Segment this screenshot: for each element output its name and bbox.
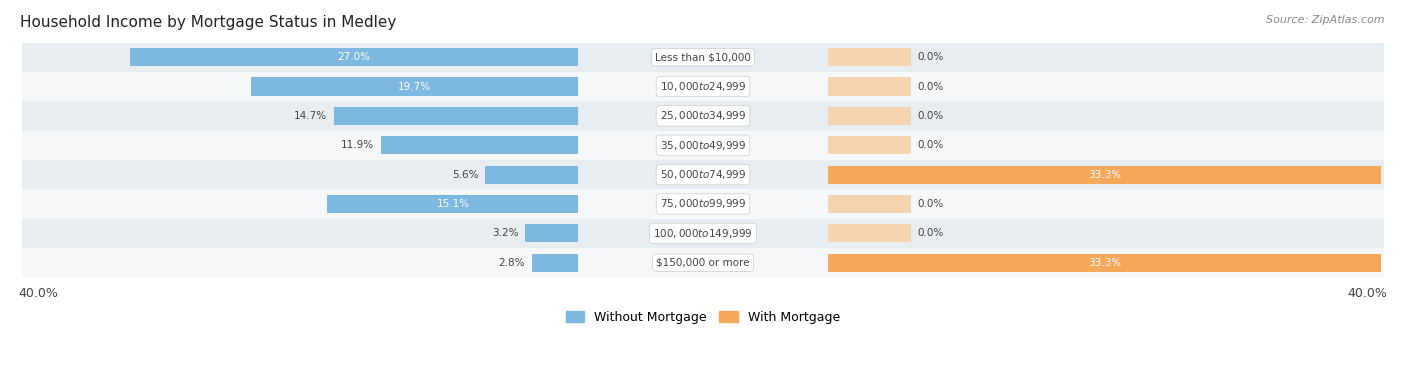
Bar — [828, 224, 911, 242]
Bar — [21, 101, 1385, 130]
Text: 27.0%: 27.0% — [337, 52, 371, 62]
Bar — [335, 107, 578, 125]
Bar — [21, 43, 1385, 72]
Bar — [21, 189, 1385, 219]
Text: 3.2%: 3.2% — [492, 228, 519, 238]
Text: $150,000 or more: $150,000 or more — [657, 258, 749, 268]
Text: 11.9%: 11.9% — [340, 140, 374, 150]
Text: 0.0%: 0.0% — [917, 52, 943, 62]
Bar — [828, 254, 1381, 272]
Text: $35,000 to $49,999: $35,000 to $49,999 — [659, 139, 747, 152]
Bar — [828, 77, 911, 96]
Bar — [328, 195, 578, 213]
Bar — [828, 195, 911, 213]
Text: Household Income by Mortgage Status in Medley: Household Income by Mortgage Status in M… — [20, 15, 396, 30]
Bar — [485, 166, 578, 184]
Bar — [21, 160, 1385, 189]
Text: Less than $10,000: Less than $10,000 — [655, 52, 751, 62]
Text: 0.0%: 0.0% — [917, 199, 943, 209]
Bar — [21, 219, 1385, 248]
Text: 0.0%: 0.0% — [917, 81, 943, 92]
Text: $10,000 to $24,999: $10,000 to $24,999 — [659, 80, 747, 93]
Bar — [828, 107, 911, 125]
Bar — [828, 166, 1381, 184]
Text: 2.8%: 2.8% — [499, 258, 526, 268]
Bar — [21, 72, 1385, 101]
Legend: Without Mortgage, With Mortgage: Without Mortgage, With Mortgage — [561, 306, 845, 329]
Text: $50,000 to $74,999: $50,000 to $74,999 — [659, 168, 747, 181]
Text: 14.7%: 14.7% — [294, 111, 328, 121]
Text: $75,000 to $99,999: $75,000 to $99,999 — [659, 198, 747, 210]
Bar — [21, 130, 1385, 160]
Text: 0.0%: 0.0% — [917, 228, 943, 238]
Text: $100,000 to $149,999: $100,000 to $149,999 — [654, 227, 752, 240]
Bar — [531, 254, 578, 272]
Text: 5.6%: 5.6% — [453, 170, 478, 179]
Bar — [252, 77, 578, 96]
Bar — [381, 136, 578, 154]
Bar — [526, 224, 578, 242]
Bar — [828, 136, 911, 154]
Bar — [828, 48, 911, 66]
Text: $25,000 to $34,999: $25,000 to $34,999 — [659, 109, 747, 123]
Bar — [129, 48, 578, 66]
Text: 33.3%: 33.3% — [1088, 170, 1121, 179]
Text: 19.7%: 19.7% — [398, 81, 432, 92]
Text: Source: ZipAtlas.com: Source: ZipAtlas.com — [1267, 15, 1385, 25]
Text: 15.1%: 15.1% — [436, 199, 470, 209]
Text: 0.0%: 0.0% — [917, 140, 943, 150]
Bar — [21, 248, 1385, 277]
Text: 33.3%: 33.3% — [1088, 258, 1121, 268]
Text: 0.0%: 0.0% — [917, 111, 943, 121]
